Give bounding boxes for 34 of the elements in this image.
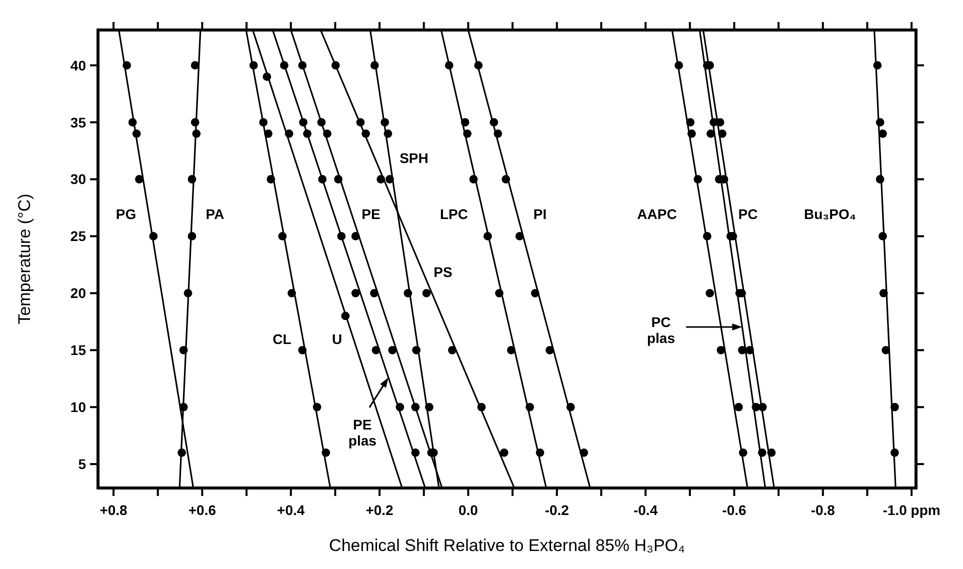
y-tick-label: 20 <box>70 285 86 302</box>
x-tick-label: +0.6 <box>188 502 216 518</box>
series-label: AAPC <box>637 206 677 222</box>
series-label: SPH <box>400 150 428 166</box>
y-tick-label: 15 <box>70 342 86 358</box>
y-tick-label: 40 <box>70 57 86 74</box>
y-tick-label: 35 <box>70 114 86 130</box>
series-label: U <box>332 331 342 347</box>
y-axis-title: Temperature (°C) <box>15 194 34 324</box>
x-tick-label: -0.8 <box>810 502 836 518</box>
x-tick-label: -0.6 <box>722 502 746 518</box>
series-label: PI <box>533 206 547 222</box>
series-label: Bu₃PO₄ <box>804 206 856 222</box>
series-label: PS <box>434 264 452 280</box>
y-tick-label: 5 <box>78 456 86 472</box>
series-label: PG <box>116 206 136 222</box>
x-tick-label: +0.4 <box>277 502 305 518</box>
series-label: CL <box>272 331 292 347</box>
series-label: PC <box>738 206 758 222</box>
x-axis-title: Chemical Shift Relative to External 85% H₃PO₄ <box>329 536 686 555</box>
series-label: LPC <box>440 206 468 222</box>
y-tick-label: 25 <box>70 228 86 244</box>
series-label: PA <box>206 206 224 222</box>
series-label: PE <box>362 206 380 222</box>
x-tick-label: -1.0 ppm <box>882 502 940 518</box>
annotation: PC plas <box>646 314 676 346</box>
x-tick-label: -0.2 <box>544 502 570 518</box>
y-tick-label: 10 <box>70 399 86 416</box>
x-tick-label: -0.4 <box>633 502 658 518</box>
y-tick-label: 30 <box>70 171 86 188</box>
x-tick-label: 0.0 <box>458 502 478 518</box>
x-tick-label: +0.2 <box>366 502 394 518</box>
annotation: PE plas <box>348 416 377 448</box>
x-tick-label: +0.8 <box>100 502 128 518</box>
